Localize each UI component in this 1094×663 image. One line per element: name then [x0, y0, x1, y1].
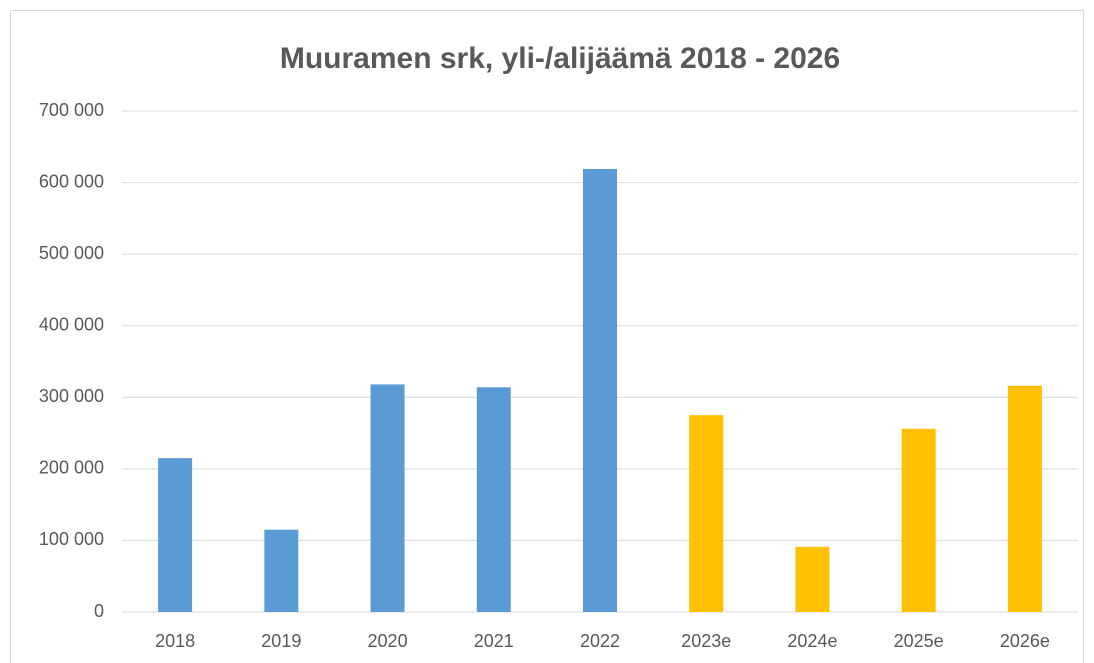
y-tick-label: 300 000 — [39, 386, 104, 406]
y-tick-label: 700 000 — [39, 100, 104, 120]
bar — [901, 428, 936, 612]
bar — [158, 458, 193, 612]
bar — [476, 387, 511, 612]
bar — [795, 546, 830, 612]
x-tick-label: 2023e — [681, 631, 731, 651]
x-tick-label: 2022 — [580, 631, 620, 651]
y-tick-label: 200 000 — [39, 458, 104, 478]
bar — [1007, 385, 1042, 612]
x-tick-label: 2024e — [787, 631, 837, 651]
bar — [583, 168, 617, 613]
bar — [689, 415, 724, 612]
x-tick-label: 2018 — [155, 631, 195, 651]
x-tick-label: 2025e — [894, 631, 944, 651]
y-tick-label: 0 — [94, 601, 104, 621]
x-tick-label: 2019 — [261, 631, 301, 651]
y-tick-label: 600 000 — [39, 171, 104, 191]
x-tick-label: 2020 — [368, 631, 408, 651]
y-tick-label: 500 000 — [39, 243, 104, 263]
chart-title: Muuramen srk, yli-/alijäämä 2018 - 2026 — [280, 42, 840, 75]
x-tick-label: 2026e — [1000, 631, 1050, 651]
bar — [370, 384, 405, 612]
bar — [264, 529, 299, 612]
y-tick-label: 100 000 — [39, 529, 104, 549]
x-tick-label: 2021 — [474, 631, 514, 651]
y-tick-label: 400 000 — [39, 314, 104, 334]
